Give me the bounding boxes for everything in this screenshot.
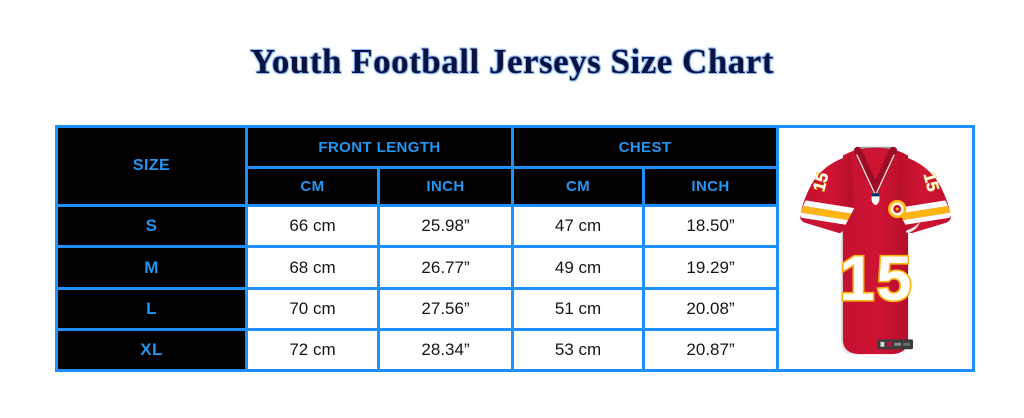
s-chest-inch: 18.50” bbox=[642, 204, 780, 249]
s-front-inch: 25.98” bbox=[376, 204, 515, 249]
xl-front-cm: 72 cm bbox=[245, 327, 380, 373]
m-chest-cm: 49 cm bbox=[511, 245, 646, 290]
table-row-s: S 66 cm 25.98” 47 cm 18.50” bbox=[55, 204, 974, 249]
jersey-jock-tag bbox=[877, 339, 914, 350]
jersey-torso bbox=[842, 147, 909, 355]
size-label-xl: XL bbox=[55, 327, 248, 373]
header-front-cm: CM bbox=[245, 166, 380, 208]
header-chest-cm: CM bbox=[511, 166, 646, 208]
header-chest: CHEST bbox=[511, 124, 780, 170]
header-chest-inch: INCH bbox=[642, 166, 780, 208]
jersey-right-shoulder-number: 15 bbox=[920, 170, 943, 193]
table-row-l: L 70 cm 27.56” 51 cm 20.08” bbox=[55, 286, 974, 331]
jersey-chest-number: 15 bbox=[839, 244, 913, 314]
l-chest-cm: 51 cm bbox=[511, 286, 646, 331]
jersey-vneck-band bbox=[853, 146, 898, 194]
jersey-photo-cell: 15 15 15 bbox=[776, 125, 976, 372]
header-front-inch: INCH bbox=[376, 166, 515, 208]
s-chest-cm: 47 cm bbox=[511, 204, 646, 249]
size-label-l: L bbox=[55, 286, 248, 331]
l-front-cm: 70 cm bbox=[245, 286, 380, 331]
xl-chest-inch: 20.87” bbox=[642, 327, 780, 373]
l-chest-inch: 20.08” bbox=[642, 286, 780, 331]
page-title: Youth Football Jerseys Size Chart bbox=[250, 42, 774, 81]
swoosh-icon bbox=[905, 221, 920, 233]
size-chart-table: SIZE FRONT LENGTH CHEST bbox=[55, 124, 976, 373]
s-front-cm: 66 cm bbox=[245, 204, 380, 249]
header-front-length: FRONT LENGTH bbox=[244, 124, 515, 170]
table-row-xl: XL 72 cm 28.34” 53 cm 20.87” bbox=[55, 327, 974, 373]
jersey-image: 15 15 15 bbox=[797, 146, 954, 355]
l-front-inch: 27.56” bbox=[376, 286, 515, 331]
table-row-m: M 68 cm 26.77” 49 cm 19.29” bbox=[55, 245, 974, 290]
xl-front-inch: 28.34” bbox=[376, 327, 515, 373]
nfl-shield-icon bbox=[871, 193, 880, 206]
xl-chest-cm: 53 cm bbox=[511, 327, 646, 373]
m-front-cm: 68 cm bbox=[245, 245, 380, 290]
header-size: SIZE bbox=[55, 124, 248, 208]
m-front-inch: 26.77” bbox=[376, 245, 515, 290]
size-label-s: S bbox=[55, 204, 248, 249]
jersey-left-shoulder-number: 15 bbox=[809, 170, 832, 193]
team-patch-icon bbox=[888, 199, 907, 219]
m-chest-inch: 19.29” bbox=[642, 245, 780, 290]
size-label-m: M bbox=[55, 245, 248, 290]
